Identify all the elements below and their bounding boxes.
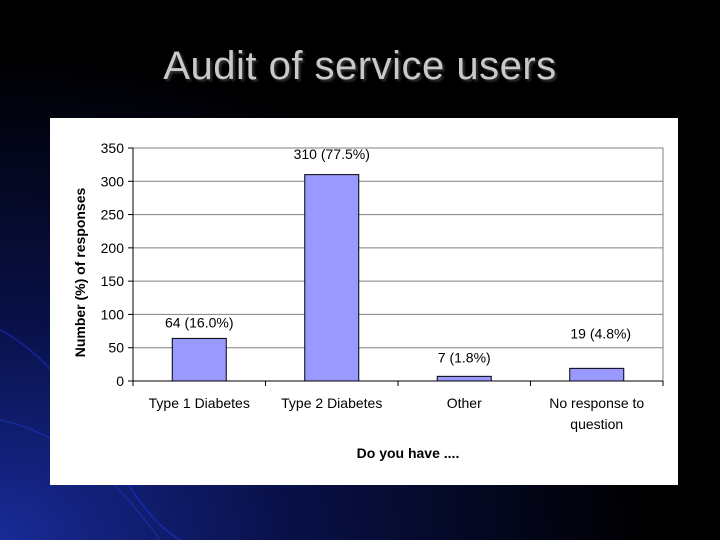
slide-title: Audit of service users [163, 44, 557, 88]
x-tick-label: Type 2 Diabetes [281, 395, 382, 411]
data-label: 19 (4.8%) [570, 325, 631, 341]
chart-panel: 0 50 100 150 200 250 300 350 Type 1 Diabetes Typ… [50, 118, 678, 485]
x-tick-label-line: Other [447, 395, 482, 411]
x-tick-labels: Type 1 Diabetes Type 2 Diabetes Other No re… [149, 395, 645, 432]
bar-1 [171, 337, 227, 382]
y-tick-label: 200 [101, 240, 125, 256]
y-tick-label: 0 [116, 373, 124, 389]
y-axis-title: Number (%) of responses [72, 187, 88, 357]
bars [171, 174, 625, 382]
x-tick-label-line: Type 2 Diabetes [281, 395, 382, 411]
y-tick-label: 100 [101, 306, 125, 322]
gridlines [133, 147, 663, 349]
bar-3 [436, 375, 492, 382]
x-tick-label: Type 1 Diabetes [149, 395, 250, 411]
y-tick-label: 50 [108, 340, 124, 356]
data-label: 7 (1.8%) [438, 349, 491, 365]
y-tick-label: 350 [101, 140, 125, 156]
x-tick-label-line: question [570, 416, 623, 432]
y-tick-label: 250 [101, 207, 125, 223]
bar-4 [569, 367, 625, 382]
x-axis-title: Do you have .... [357, 445, 460, 461]
data-labels: 64 (16.0%) 310 (77.5%) 7 (1.8%) 19 (4.8%) [165, 146, 631, 365]
y-tick-labels: 0 50 100 150 200 250 300 350 [101, 140, 125, 389]
data-label: 64 (16.0%) [165, 314, 233, 330]
axes [128, 147, 664, 386]
data-label: 310 (77.5%) [294, 146, 370, 162]
bar-2 [304, 174, 360, 382]
y-tick-label: 300 [101, 173, 125, 189]
x-tick-label: Other [447, 395, 482, 411]
x-tick-label-line: No response to [549, 395, 644, 411]
x-tick-label: No response to question [549, 395, 644, 432]
y-tick-label: 150 [101, 273, 125, 289]
x-tick-label-line: Type 1 Diabetes [149, 395, 250, 411]
